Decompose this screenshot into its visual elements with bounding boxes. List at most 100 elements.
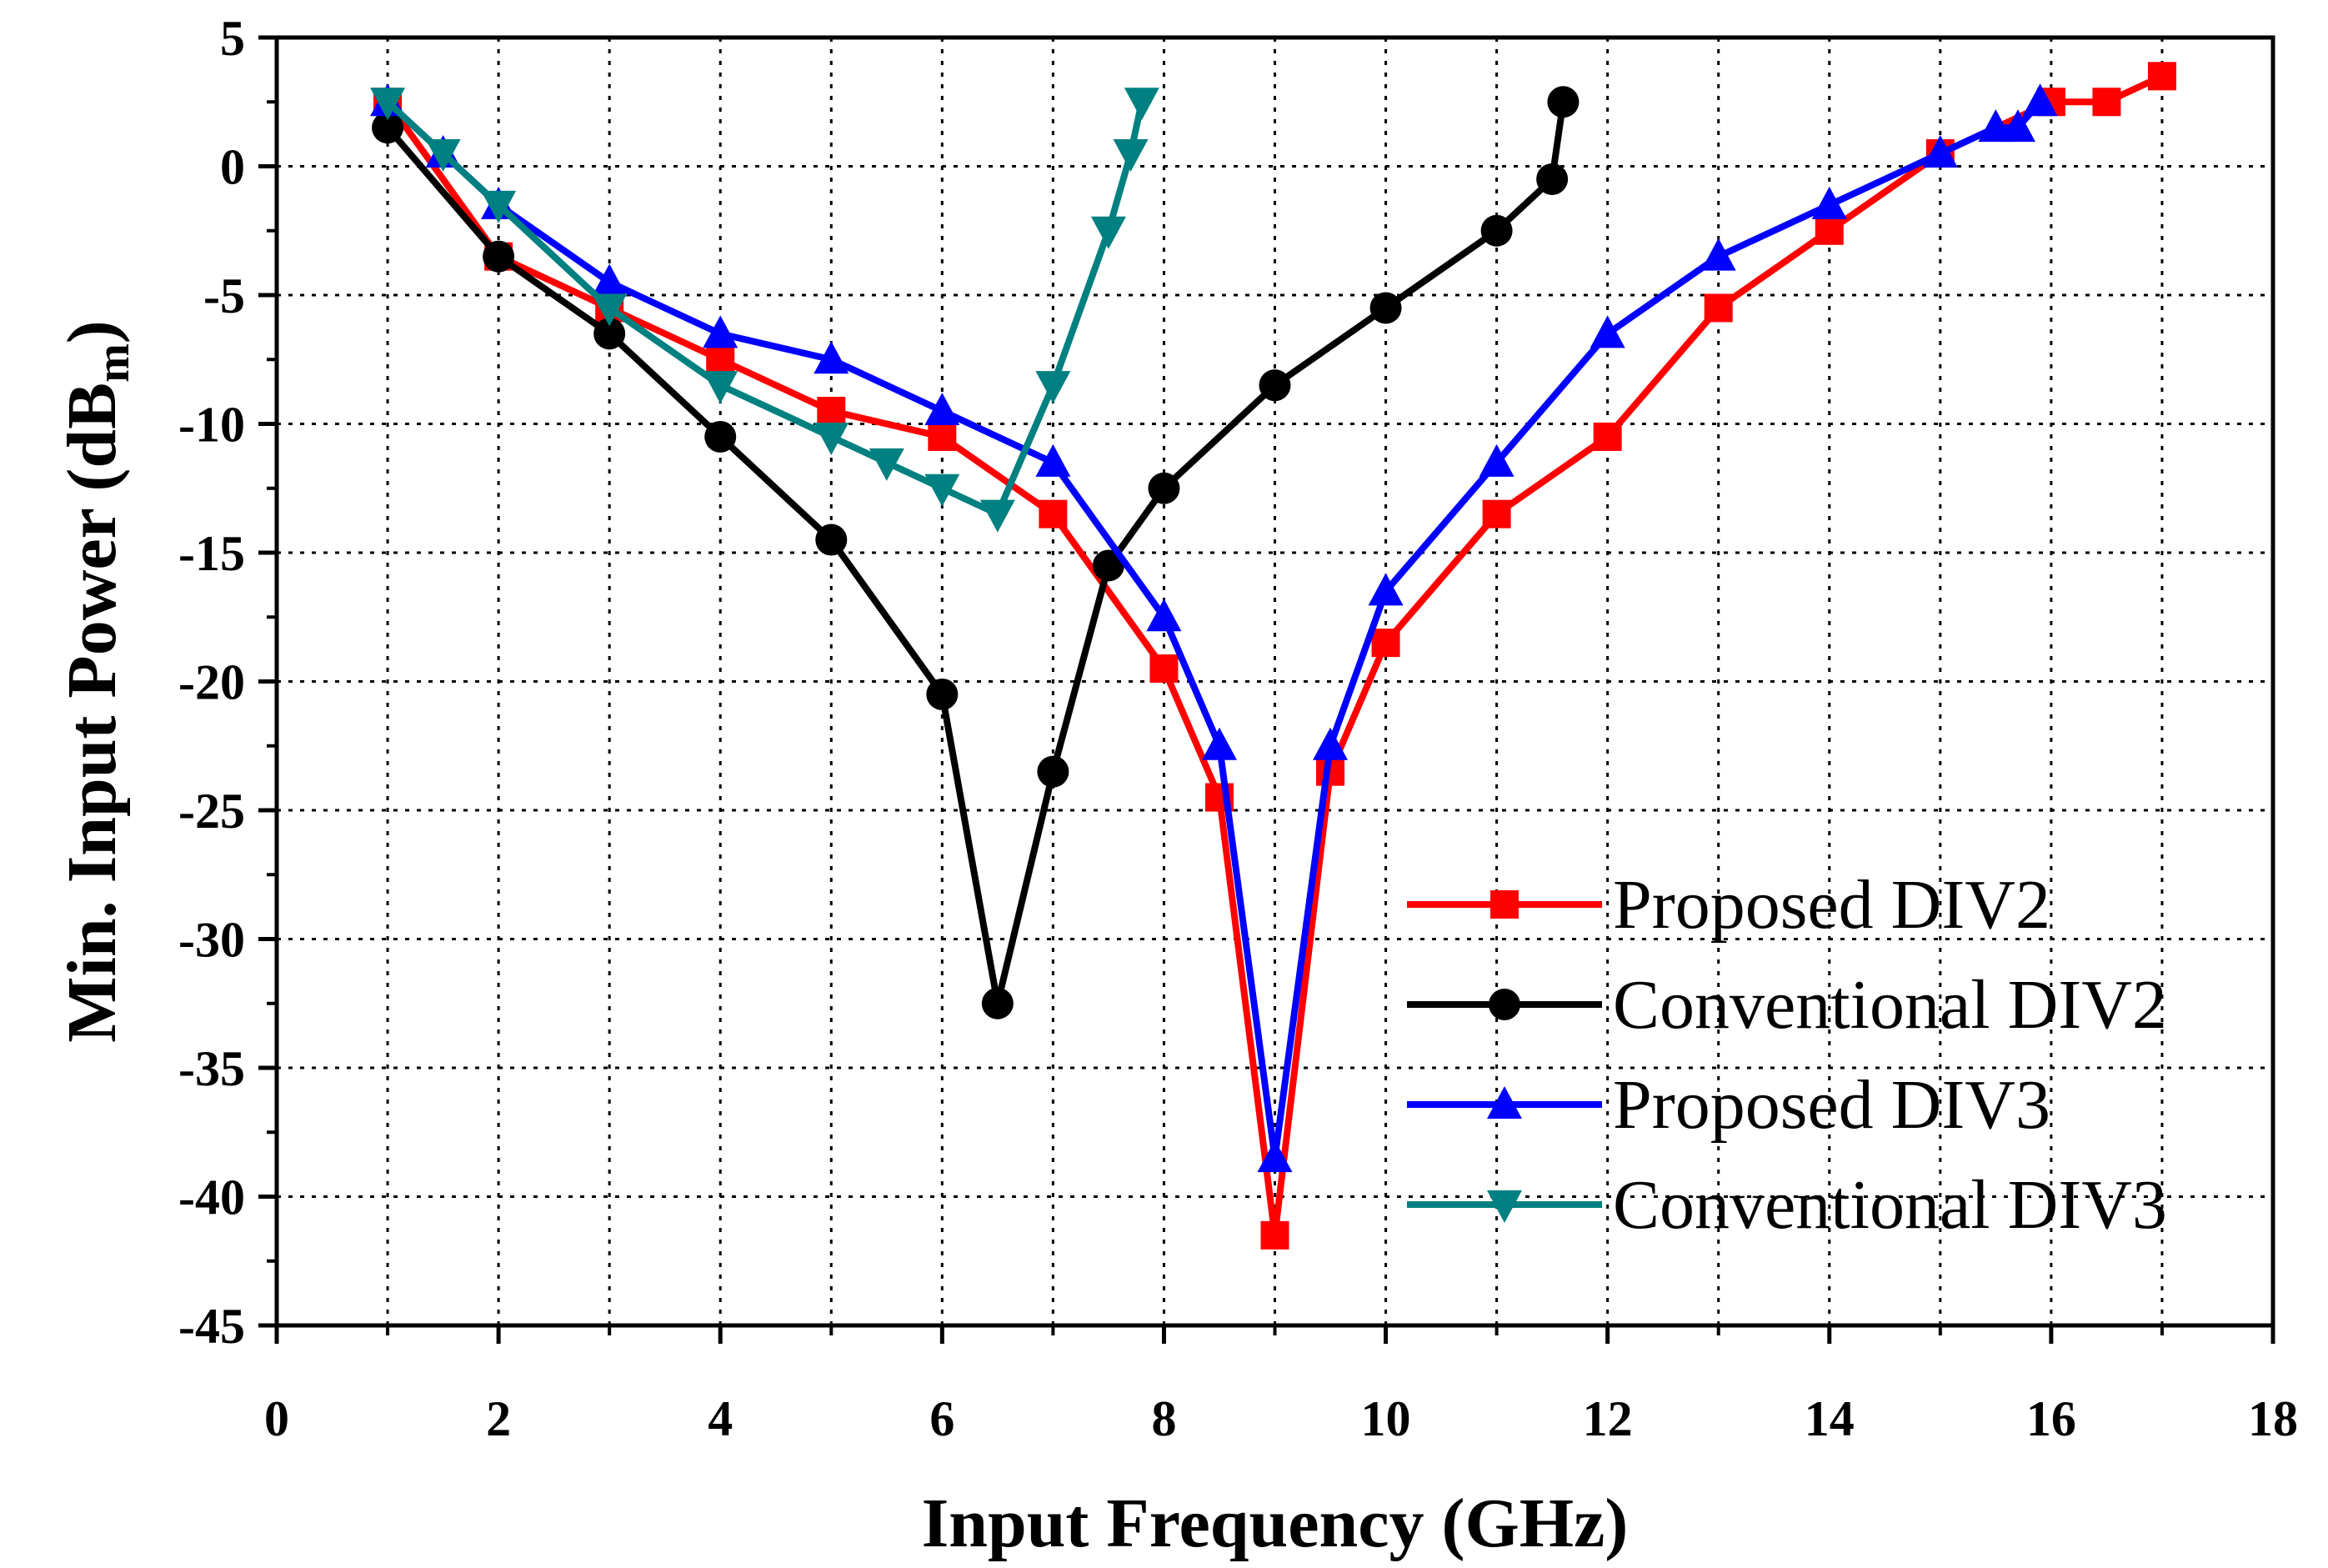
data-point	[869, 448, 904, 481]
data-point	[1090, 216, 1126, 249]
data-point	[1815, 216, 1844, 245]
data-point	[1590, 315, 1625, 348]
data-point	[1201, 727, 1237, 760]
data-point	[1922, 135, 1958, 168]
y-tick-label: -10	[178, 398, 245, 453]
data-point	[704, 420, 737, 453]
data-point	[1978, 109, 2014, 143]
legend-item: Conventional DIV3	[1407, 1166, 2167, 1244]
data-point	[979, 499, 1015, 533]
data-point	[2022, 83, 2058, 117]
x-tick-label: 0	[264, 1391, 289, 1446]
data-point	[1480, 214, 1513, 247]
x-axis-title: Input Frequency (GHz)	[922, 1485, 1629, 1562]
data-point	[1547, 86, 1580, 118]
y-tick-label: -30	[178, 913, 245, 968]
data-point	[815, 524, 848, 556]
data-point	[814, 341, 849, 374]
data-point	[1035, 371, 1071, 404]
y-tick-label: -35	[178, 1041, 245, 1096]
legend-item: Conventional DIV2	[1407, 966, 2167, 1044]
legend: Proposed DIV2 Conventional DIV2 Proposed D…	[1407, 866, 2167, 1244]
data-point	[1148, 472, 1180, 504]
data-point	[928, 422, 957, 451]
x-tick-label: 12	[1583, 1391, 1633, 1446]
data-point	[592, 293, 628, 327]
legend-label: Conventional DIV3	[1613, 1166, 2167, 1244]
x-tick-label: 10	[1361, 1391, 1411, 1446]
data-point	[425, 139, 461, 173]
y-tick-label: -15	[178, 526, 245, 581]
data-point	[1368, 573, 1404, 606]
data-point	[483, 240, 515, 273]
y-axis-title: Min. Input Power (dBm)	[53, 320, 139, 1043]
legend-item: Proposed DIV3	[1407, 1066, 2050, 1144]
data-point	[1149, 654, 1179, 684]
x-tick-label: 16	[2026, 1391, 2076, 1446]
data-point	[1371, 629, 1400, 658]
x-tick-label: 14	[1805, 1391, 1855, 1446]
data-point	[1811, 186, 1847, 219]
y-tick-label: -20	[178, 655, 245, 710]
data-point	[814, 422, 849, 455]
data-point	[372, 112, 404, 144]
data-point	[1113, 139, 1149, 173]
data-point	[2092, 88, 2121, 117]
data-point	[1035, 443, 1071, 477]
x-tick-label: 18	[2248, 1391, 2298, 1446]
y-tick-label: 5	[220, 11, 245, 66]
legend-label: Proposed DIV2	[1613, 866, 2050, 944]
data-point	[2000, 109, 2035, 143]
data-point	[926, 678, 959, 710]
data-point	[1092, 549, 1124, 582]
y-tick-label: 0	[220, 140, 245, 195]
data-point	[1259, 369, 1291, 402]
series-conventional-div3	[370, 88, 1159, 533]
tick-layer	[258, 35, 2275, 1344]
data-point	[1369, 292, 1402, 324]
data-point	[1146, 599, 1182, 632]
tick-label-layer: 0 2 4 6 8 10 12 14 16 18 5 0 -5 -10 -15 -20 -25 -30 -35 -40…	[178, 11, 2298, 1446]
data-point	[1479, 443, 1514, 477]
x-tick-label: 6	[929, 1391, 954, 1446]
legend-swatch-marker	[1487, 1086, 1522, 1119]
x-tick-label: 2	[486, 1391, 511, 1446]
data-point	[924, 393, 960, 426]
data-point	[981, 987, 1014, 1019]
data-point	[703, 315, 738, 348]
y-tick-label: -25	[178, 784, 245, 839]
data-point	[1313, 727, 1349, 760]
series-line	[384, 73, 2164, 1239]
data-point	[370, 88, 406, 121]
data-point	[1704, 293, 1733, 323]
legend-label: Proposed DIV3	[1613, 1066, 2050, 1144]
data-point	[1700, 238, 1736, 271]
data-point	[706, 345, 735, 374]
x-tick-label: 8	[1151, 1391, 1176, 1446]
data-point	[2147, 62, 2176, 91]
data-point	[1257, 1140, 1293, 1173]
series-conventional-div2	[372, 86, 1580, 1019]
data-point	[592, 263, 628, 297]
y-tick-label: -40	[178, 1170, 245, 1225]
legend-item: Proposed DIV2	[1407, 866, 2050, 944]
data-point	[481, 190, 517, 223]
legend-label: Conventional DIV2	[1613, 966, 2167, 1044]
legend-swatch-marker	[1490, 890, 1519, 919]
data-point	[593, 318, 626, 350]
data-point	[1593, 422, 1622, 451]
y-tick-label: -45	[178, 1299, 245, 1354]
data-point	[1536, 163, 1569, 195]
data-point	[1482, 499, 1511, 529]
data-point	[1124, 88, 1159, 121]
data-point	[703, 371, 738, 404]
data-point	[817, 397, 846, 426]
data-point	[1037, 755, 1069, 788]
data-point	[1260, 1220, 1289, 1250]
legend-swatch-marker	[1487, 1190, 1522, 1223]
data-point	[924, 473, 960, 507]
data-point	[1039, 499, 1068, 529]
legend-swatch-marker	[1489, 989, 1520, 1020]
series-layer	[370, 62, 2176, 1250]
